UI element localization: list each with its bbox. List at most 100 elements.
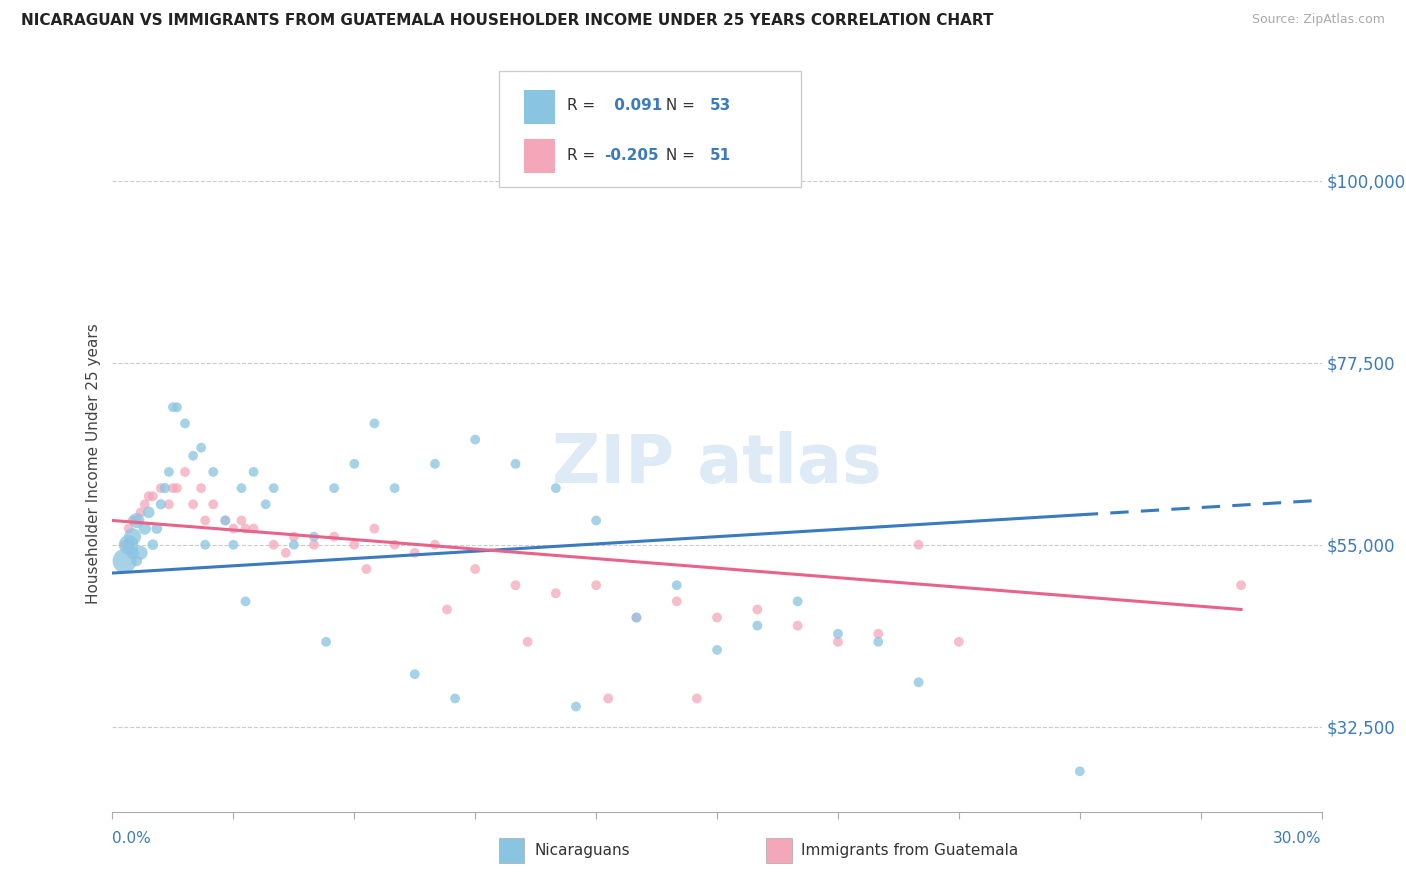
Point [235,522,257,536]
Point [544,586,567,600]
Point [544,481,567,495]
Point [384,481,406,495]
Point [117,538,139,552]
Point [505,457,527,471]
Point [181,449,204,463]
Y-axis label: Householder Income Under 25 years: Householder Income Under 25 years [86,324,101,604]
Point [747,602,769,616]
Point [125,513,148,527]
Point [117,538,139,552]
Point [129,546,152,560]
Point [254,497,277,511]
Point [129,505,152,519]
Point [134,522,156,536]
Point [142,538,165,552]
Point [138,505,160,519]
Point [121,513,143,527]
Point [283,538,305,552]
Point [125,554,148,568]
Point [363,417,385,431]
Point [121,530,143,544]
Point [363,522,385,536]
Text: R =: R = [567,147,600,162]
Point [404,546,426,560]
Point [162,481,184,495]
Point [436,602,458,616]
Point [464,562,486,576]
Point [384,538,406,552]
Point [174,465,197,479]
Point [149,481,172,495]
Text: 53: 53 [710,98,731,113]
Point [231,513,253,527]
Point [302,538,325,552]
Text: R =: R = [567,98,600,113]
Point [157,497,180,511]
Point [323,481,346,495]
Point [464,433,486,447]
Point [263,538,285,552]
Point [274,546,297,560]
Point [706,610,728,624]
Point [190,481,212,495]
Point [242,522,264,536]
Point [626,610,648,624]
Point [166,401,188,415]
Point [868,635,890,649]
Point [907,538,929,552]
Point [868,626,890,640]
Point [665,578,688,592]
Point [626,610,648,624]
Point [214,513,236,527]
Text: 30.0%: 30.0% [1274,831,1322,846]
Point [1230,578,1253,592]
Point [231,481,253,495]
Text: N =: N = [661,147,700,162]
Point [585,513,607,527]
Point [423,457,446,471]
Point [202,497,225,511]
Point [162,401,184,415]
Text: ZIP atlas: ZIP atlas [553,431,882,497]
Point [153,481,176,495]
Text: Nicaraguans: Nicaraguans [534,844,630,858]
Point [948,635,970,649]
Point [686,691,709,706]
Point [121,546,143,560]
Point [214,513,236,527]
Point [444,691,467,706]
Text: N =: N = [661,98,700,113]
Point [134,497,156,511]
Point [343,538,366,552]
Point [786,618,808,632]
Text: 51: 51 [710,147,731,162]
Point [166,481,188,495]
Point [302,530,325,544]
Point [323,530,346,544]
Text: Immigrants from Guatemala: Immigrants from Guatemala [801,844,1019,858]
Point [516,635,538,649]
Point [146,522,169,536]
Point [283,530,305,544]
Text: -0.205: -0.205 [605,147,659,162]
Point [194,513,217,527]
Point [149,497,172,511]
Point [404,667,426,681]
Point [827,635,849,649]
Point [174,417,197,431]
Text: NICARAGUAN VS IMMIGRANTS FROM GUATEMALA HOUSEHOLDER INCOME UNDER 25 YEARS CORREL: NICARAGUAN VS IMMIGRANTS FROM GUATEMALA … [21,13,994,29]
Point [585,578,607,592]
Text: 0.091: 0.091 [609,98,662,113]
Text: Source: ZipAtlas.com: Source: ZipAtlas.com [1251,13,1385,27]
Point [194,538,217,552]
Point [114,554,136,568]
Point [505,578,527,592]
Point [202,465,225,479]
Point [235,594,257,608]
Point [747,618,769,632]
Point [423,538,446,552]
Point [786,594,808,608]
Point [125,513,148,527]
Point [598,691,620,706]
Point [222,522,245,536]
